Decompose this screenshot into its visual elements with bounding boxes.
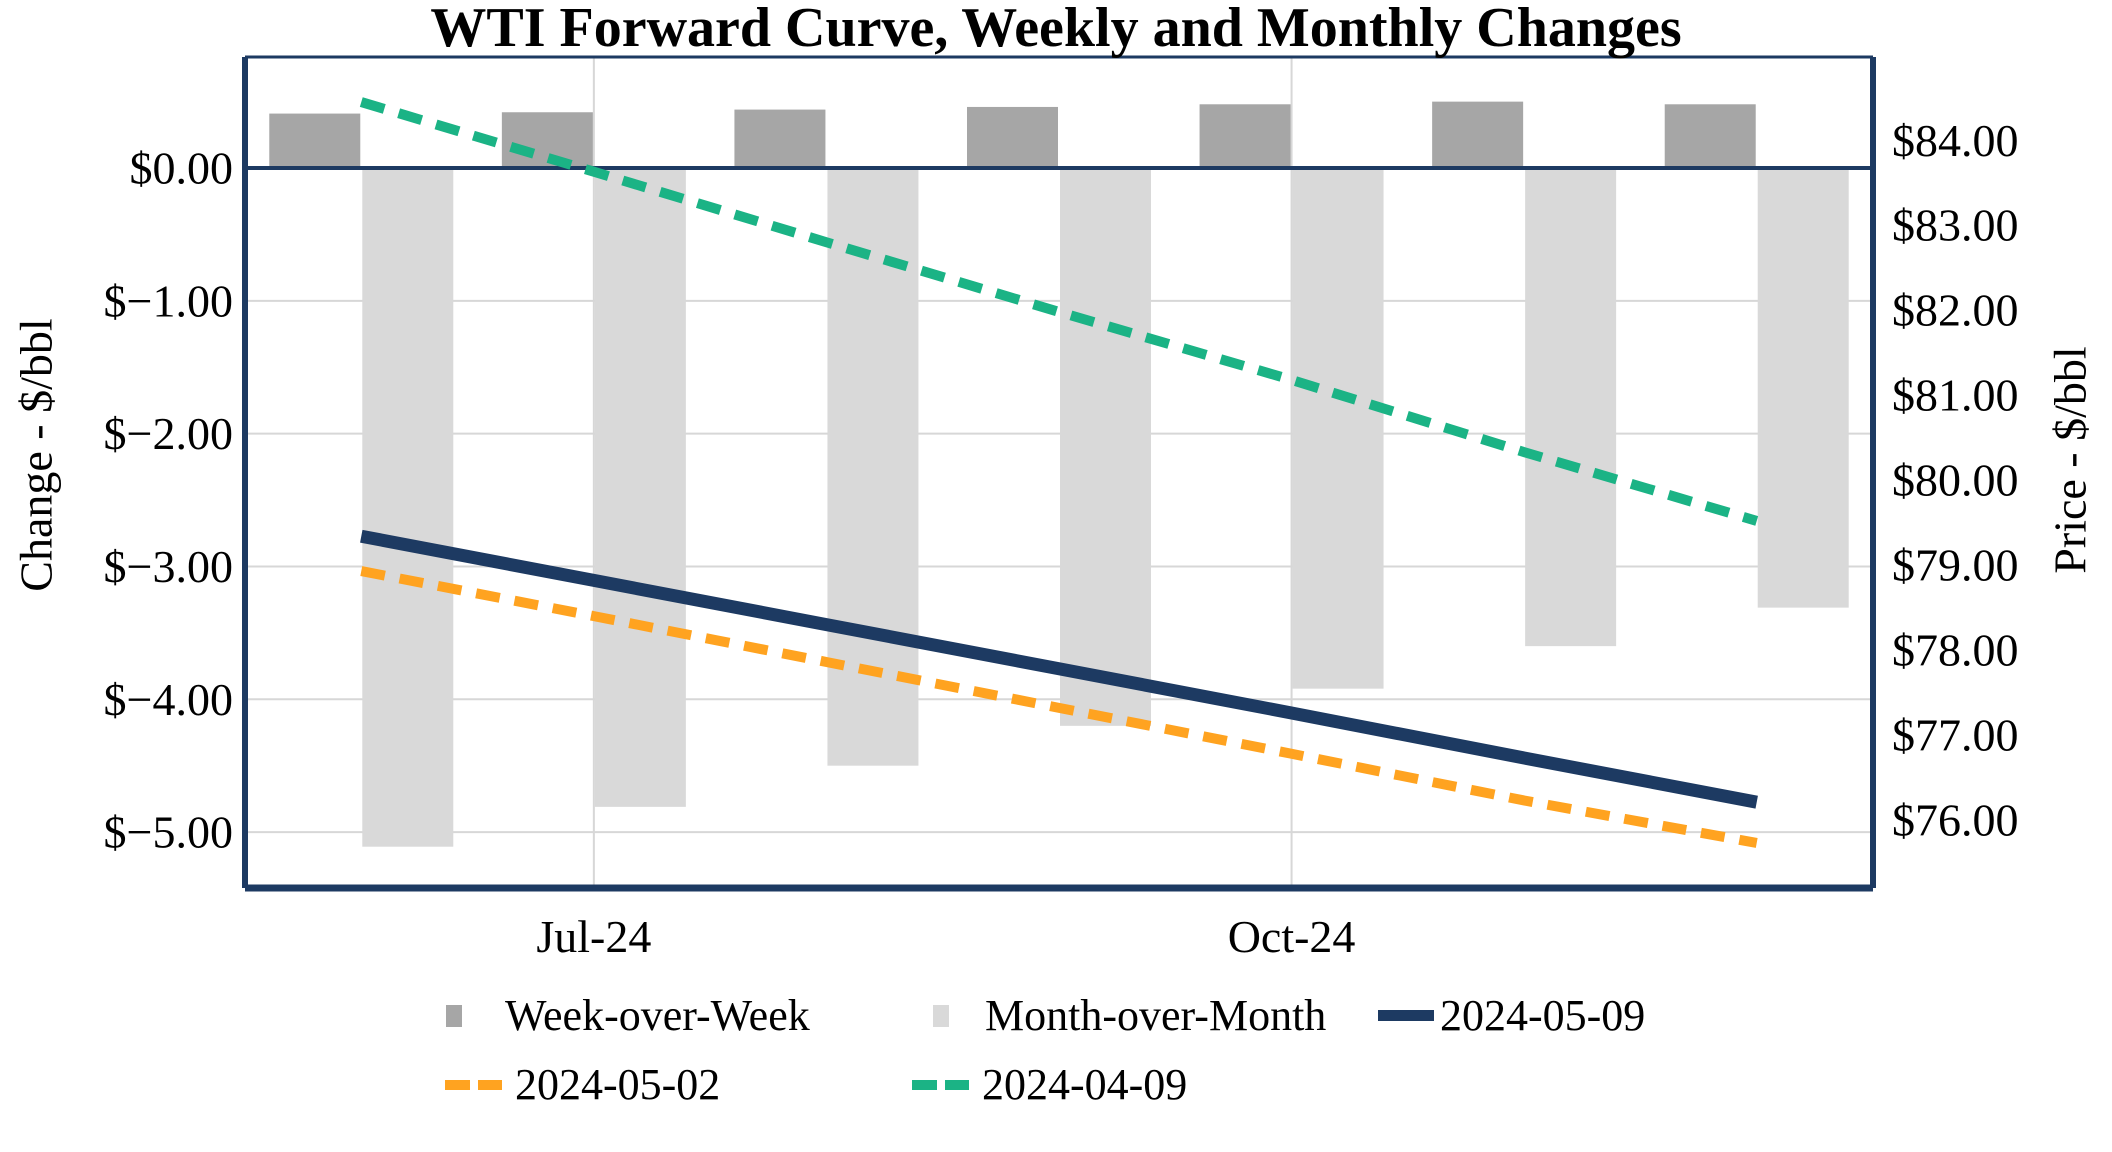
legend-marker-2024-04-09 bbox=[912, 1080, 969, 1090]
right-axis-tick-7: $77.00 bbox=[1892, 710, 2019, 761]
bar-week-over-week-1 bbox=[501, 112, 593, 169]
right-axis-tick-6: $78.00 bbox=[1892, 625, 2019, 676]
bar-week-over-week-0 bbox=[269, 113, 361, 169]
bar-week-over-week-3 bbox=[967, 106, 1058, 169]
right-axis-tick-8: $76.00 bbox=[1892, 795, 2019, 846]
bar-month-over-month-1 bbox=[594, 168, 686, 807]
legend-marker-week-over-week bbox=[446, 1005, 462, 1027]
legend-marker-month-over-month bbox=[933, 1005, 949, 1027]
line-2024-05-09 bbox=[360, 529, 1758, 809]
right-axis-tick-3: $81.00 bbox=[1892, 370, 2019, 421]
x-tick-oct-24: Oct-24 bbox=[1227, 911, 1356, 962]
line-2024-04-09 bbox=[359, 97, 1759, 526]
bar-week-over-week-2 bbox=[734, 109, 826, 169]
bar-month-over-month-5 bbox=[1525, 168, 1617, 647]
left-axis-tick-0: $0.00 bbox=[130, 143, 234, 194]
x-tick-jul-24: Jul-24 bbox=[536, 911, 652, 962]
chart-title: WTI Forward Curve, Weekly and Monthly Ch… bbox=[430, 0, 1682, 59]
legend-label-2024-04-09: 2024-04-09 bbox=[982, 1060, 1188, 1109]
bar-month-over-month-0 bbox=[362, 168, 454, 847]
bar-month-over-month-6 bbox=[1757, 168, 1849, 608]
bar-week-over-week-6 bbox=[1664, 104, 1756, 169]
right-axis-tick-0: $84.00 bbox=[1892, 115, 2019, 166]
line-2024-05-02 bbox=[360, 566, 1758, 848]
legend-label-week-over-week: Week-over-Week bbox=[505, 991, 810, 1040]
bar-month-over-month-3 bbox=[1060, 168, 1151, 726]
legend-label-2024-05-02: 2024-05-02 bbox=[515, 1060, 721, 1109]
legend-label-month-over-month: Month-over-Month bbox=[985, 991, 1327, 1040]
legend-label-2024-05-09: 2024-05-09 bbox=[1440, 991, 1646, 1040]
right-axis-title: Price - $/bbl bbox=[2044, 346, 2096, 574]
bar-month-over-month-4 bbox=[1292, 168, 1384, 689]
right-axis-tick-4: $80.00 bbox=[1892, 455, 2019, 506]
legend-marker-2024-05-02 bbox=[445, 1080, 502, 1090]
right-axis-tick-1: $83.00 bbox=[1892, 200, 2019, 251]
left-axis-tick-4: $−4.00 bbox=[104, 674, 233, 725]
left-axis-tick-3: $−3.00 bbox=[104, 541, 233, 592]
bar-week-over-week-5 bbox=[1432, 101, 1524, 169]
left-axis-tick-1: $−1.00 bbox=[104, 275, 233, 326]
right-axis-tick-2: $82.00 bbox=[1892, 285, 2019, 336]
left-axis-title: Change - $/bbl bbox=[10, 318, 62, 592]
left-axis-tick-2: $−2.00 bbox=[104, 408, 233, 459]
legend-marker-2024-05-09 bbox=[1378, 1010, 1434, 1021]
left-axis-tick-5: $−5.00 bbox=[104, 807, 233, 858]
bar-week-over-week-4 bbox=[1199, 104, 1291, 169]
right-axis-tick-5: $79.00 bbox=[1892, 540, 2019, 591]
